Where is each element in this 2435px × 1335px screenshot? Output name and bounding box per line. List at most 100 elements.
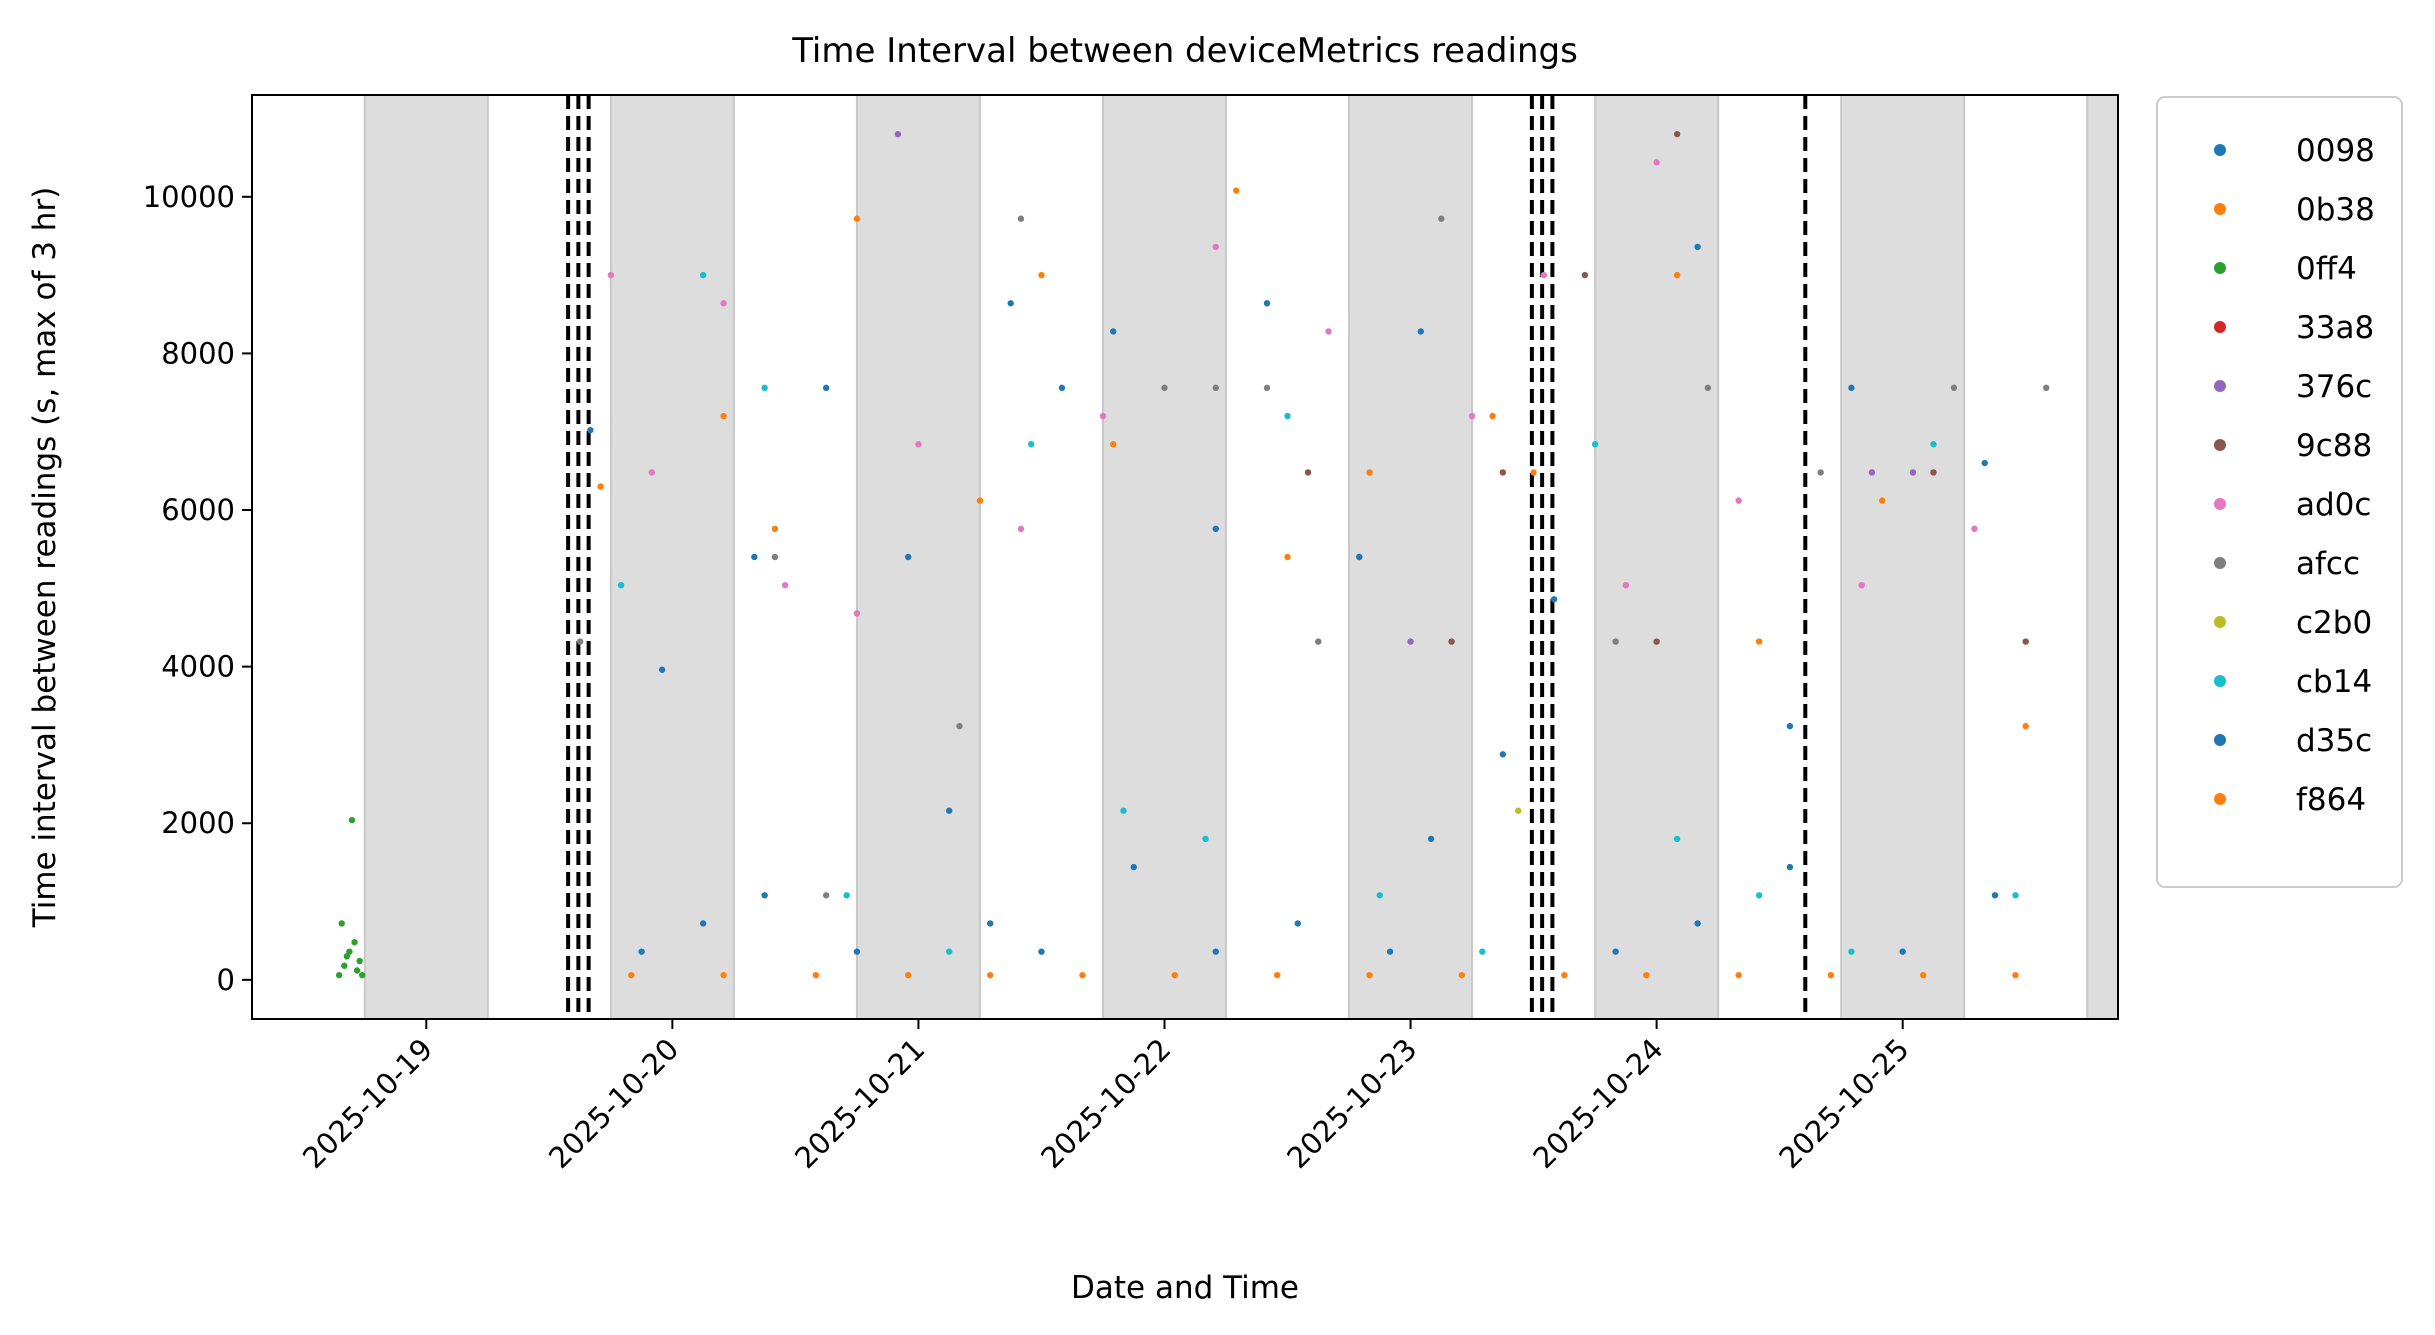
legend-label-0098: 0098: [2296, 133, 2375, 169]
data-point-cb14: [1376, 892, 1384, 899]
data-point-cb14: [1202, 835, 1209, 843]
data-point-f864: [976, 497, 984, 504]
legend-label-0b38: 0b38: [2296, 192, 2375, 228]
data-point-f864: [1530, 469, 1537, 476]
data-point-ad0c: [1017, 525, 1025, 533]
data-point-ad0c: [607, 271, 615, 279]
data-point-afcc: [576, 638, 584, 645]
data-point-0b38: [720, 971, 727, 979]
data-point-0ff4: [356, 957, 363, 965]
data-point-ad0c: [1325, 328, 1332, 335]
legend-box: [2156, 96, 2403, 888]
data-point-0ff4: [343, 953, 351, 960]
x-axis-label: Date and Time: [1071, 1270, 1299, 1306]
data-point-f864: [2022, 722, 2029, 730]
data-point-0b38: [812, 971, 820, 979]
data-point-cb14: [1479, 948, 1486, 955]
data-point-0ff4: [335, 971, 343, 979]
legend-marker-0098: [2214, 144, 2226, 156]
data-point-cb14: [617, 581, 625, 589]
data-point-d35c: [1499, 751, 1507, 758]
night-band: [2086, 94, 2119, 1020]
data-point-d35c: [1694, 243, 1701, 251]
data-point-d35c: [587, 426, 594, 434]
data-point-f864: [720, 412, 727, 420]
data-point-ad0c: [720, 300, 727, 307]
legend-marker-f864: [2214, 793, 2226, 805]
data-point-0098: [1899, 948, 1906, 955]
y-tick-label: 2000: [161, 806, 235, 840]
data-point-d35c: [822, 384, 830, 392]
data-point-cb14: [1930, 441, 1937, 448]
data-point-9c88: [1653, 638, 1660, 645]
data-point-d35c: [1356, 553, 1363, 561]
data-point-afcc: [1438, 215, 1445, 222]
data-point-f864: [1489, 412, 1496, 420]
data-point-0ff4: [338, 920, 345, 927]
data-point-ad0c: [1971, 525, 1978, 533]
data-point-9c88: [1581, 271, 1589, 279]
data-point-9c88: [1930, 469, 1937, 476]
legend-label-9c88: 9c88: [2296, 428, 2372, 464]
y-axis-label: Time interval between readings (s, max o…: [27, 187, 63, 929]
legend-marker-c2b0: [2214, 616, 2226, 628]
legend-label-f864: f864: [2296, 782, 2366, 818]
data-point-0098: [1991, 892, 1999, 899]
data-point-f864: [853, 215, 861, 222]
data-point-0b38: [2012, 971, 2019, 979]
legend: 0098 0b38 0ff4 33a8 376c 9c88 ad0c afcc c2b0 cb14…: [2156, 96, 2403, 888]
data-point-cb14: [1755, 892, 1763, 899]
data-point-d35c: [1848, 384, 1855, 392]
y-tick-label: 8000: [161, 336, 235, 370]
y-tick-label: 4000: [161, 650, 235, 684]
data-point-cb14: [2012, 892, 2019, 899]
data-point-d35c: [1007, 300, 1014, 307]
data-point-cb14: [699, 271, 707, 279]
data-point-afcc: [1950, 384, 1958, 392]
data-point-afcc: [1817, 469, 1824, 476]
data-point-0098: [638, 948, 645, 955]
y-axis: 0 2000 4000 6000 8000 10000: [143, 180, 252, 997]
plot-frame: [251, 94, 2119, 1020]
data-point-ad0c: [781, 581, 789, 589]
data-point-f864: [1284, 553, 1291, 561]
data-point-376c: [894, 130, 902, 138]
y-tick-label: 6000: [161, 493, 235, 527]
legend-marker-d35c: [2214, 734, 2226, 746]
legend-marker-0ff4: [2214, 262, 2226, 274]
event-lines: [566, 95, 1808, 1019]
data-point-0ff4: [351, 939, 358, 946]
data-point-ad0c: [1622, 581, 1630, 589]
data-point-d35c: [1417, 328, 1425, 335]
data-point-ad0c: [1653, 159, 1660, 166]
night-band: [609, 94, 735, 1020]
data-point-0098: [1786, 863, 1794, 871]
data-point-0098: [761, 892, 768, 899]
legend-label-ad0c: ad0c: [2296, 487, 2371, 523]
data-point-afcc: [1212, 384, 1219, 392]
legend-label-33a8: 33a8: [2296, 310, 2374, 346]
data-point-afcc: [1017, 215, 1025, 222]
data-point-9c88: [1499, 469, 1507, 476]
data-point-cb14: [1848, 948, 1855, 955]
data-point-cb14: [761, 384, 768, 392]
data-point-0098: [1294, 920, 1301, 927]
legend-marker-afcc: [2214, 557, 2226, 569]
data-points: [335, 130, 2050, 979]
data-point-0098: [1694, 920, 1701, 927]
data-point-0ff4: [348, 816, 356, 824]
data-point-0098: [1130, 863, 1137, 871]
data-point-0ff4: [346, 948, 353, 955]
data-point-0098: [1038, 948, 1045, 955]
data-point-0098: [945, 807, 953, 814]
data-point-d35c: [1550, 596, 1558, 603]
data-point-ad0c: [1099, 412, 1107, 420]
data-point-0098: [1612, 948, 1619, 955]
data-point-0098: [853, 948, 861, 955]
data-point-0ff4: [341, 962, 348, 969]
data-point-afcc: [1161, 384, 1168, 392]
legend-marker-33a8: [2214, 321, 2226, 333]
data-point-cb14: [945, 948, 953, 955]
data-point-cb14: [1284, 412, 1291, 420]
